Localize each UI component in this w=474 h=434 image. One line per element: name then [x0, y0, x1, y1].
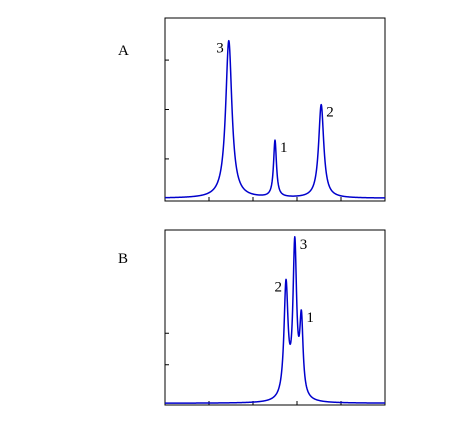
spectrum-line — [164, 39, 386, 199]
spectrum-line — [164, 236, 386, 404]
peak-label: 2 — [326, 105, 334, 121]
peak-label: 1 — [306, 310, 314, 326]
peak-label: 3 — [300, 237, 308, 253]
panel-a: A 3 1 2 — [118, 17, 386, 202]
panel-letter: A — [118, 43, 129, 59]
axes-frame — [164, 229, 386, 406]
peak-label: 3 — [216, 41, 224, 57]
peak-label: 1 — [280, 140, 288, 156]
axes-frame — [164, 17, 386, 202]
panel-b: B 2 3 1 — [118, 229, 386, 406]
peak-label: 2 — [275, 279, 283, 295]
panel-letter: B — [118, 251, 128, 267]
